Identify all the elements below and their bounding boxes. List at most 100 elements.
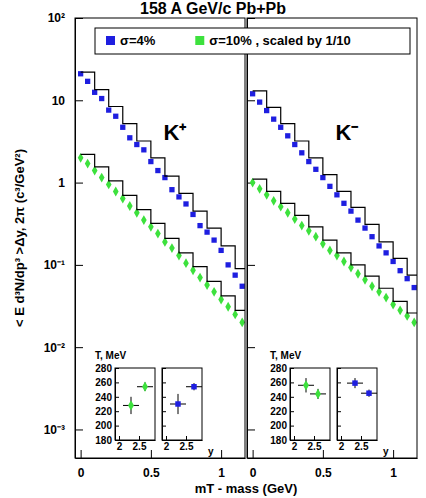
tick-label: 2.5: [308, 441, 322, 452]
legend-box: [95, 28, 410, 54]
tick-mark: [247, 100, 255, 101]
tick-label: 1: [58, 176, 65, 190]
inset-x-title: y: [208, 446, 214, 457]
tick: [337, 397, 341, 398]
data-point: [355, 269, 361, 279]
data-point: [232, 309, 238, 319]
tick: 2: [164, 436, 170, 452]
data-point: [292, 142, 297, 147]
inset-y-title: T, MeV: [95, 350, 126, 361]
data-point: [155, 229, 161, 239]
tick: 10⁻¹: [44, 258, 83, 272]
inset-y-title: T, MeV: [270, 350, 301, 361]
data-point: [327, 245, 333, 255]
chart-container: 158 A GeV/c Pb+Pb10⁻³10⁻²10⁻¹11010²00.51…: [0, 0, 426, 498]
tick-mark: [115, 382, 119, 383]
data-point: [397, 305, 403, 315]
x-axis-title: mT - mass (GeV): [195, 481, 298, 496]
tick: 2.5: [133, 436, 147, 452]
plot-frame: [75, 18, 245, 458]
tick-mark: [115, 426, 119, 427]
data-point: [176, 194, 181, 199]
tick-mark: [115, 397, 119, 398]
tick-mark: [139, 436, 140, 440]
inset-point: [128, 400, 134, 410]
plot-area: [250, 91, 417, 327]
inset-background: [162, 368, 202, 440]
panel-label: K⁻: [336, 120, 360, 145]
inset-point: [315, 389, 321, 399]
data-point: [320, 175, 325, 180]
data-point: [299, 150, 304, 155]
tick-label: 0: [250, 466, 257, 480]
tick-label: 260: [95, 377, 112, 388]
inset-frame: [290, 368, 330, 440]
inset-point: [366, 390, 371, 395]
axis: 22.5: [116, 436, 156, 452]
inset: 18020022024026028022.5: [270, 363, 330, 452]
tick-mark: [166, 436, 167, 440]
tick-label: 0.5: [143, 466, 160, 480]
tick: 2: [117, 436, 123, 452]
tick-label: 260: [270, 377, 287, 388]
data-point: [85, 79, 90, 84]
data-point: [106, 107, 111, 112]
tick-mark: [337, 411, 341, 412]
data-point: [99, 173, 105, 183]
data-point: [148, 159, 153, 164]
data-point: [113, 187, 119, 197]
data-point: [190, 212, 195, 217]
data-point: [383, 293, 389, 303]
tick: 1: [218, 450, 225, 480]
data-point: [285, 133, 290, 138]
tick-label: 0.5: [315, 466, 332, 480]
data-point: [127, 201, 133, 211]
data-point: [390, 259, 395, 264]
inset-x-title: y: [383, 446, 389, 457]
inset-plot-area: [298, 378, 326, 399]
tick-label: 0: [78, 466, 85, 480]
tick: [247, 347, 255, 348]
axis: 22.5: [338, 436, 378, 452]
tick-label: 1: [218, 466, 225, 480]
tick-mark: [341, 436, 342, 440]
title: 158 A GeV/c Pb+Pb: [140, 0, 286, 17]
tick: [337, 382, 341, 383]
data-point: [197, 273, 203, 283]
tick: [247, 100, 255, 101]
tick-mark: [290, 382, 294, 383]
data-point: [197, 223, 202, 228]
model-line: [253, 179, 417, 313]
tick: [247, 429, 255, 430]
tick-label: 2.5: [133, 441, 147, 452]
legend-label: σ=4%: [120, 33, 156, 48]
tick: [162, 397, 166, 398]
tick-label: 2.5: [180, 441, 194, 452]
legend-label: σ=10% , scaled by 1/10: [209, 33, 351, 48]
tick-label: 1: [390, 466, 397, 480]
tick-mark: [162, 411, 166, 412]
background: [0, 0, 426, 498]
data-point: [397, 268, 402, 273]
axis: [247, 19, 255, 459]
tick-label: 180: [270, 435, 287, 446]
data-point: [113, 114, 118, 119]
axis: 00.51: [248, 450, 418, 480]
y-axis-title: < E d³N/dp³ >Δy, 2π (c³/GeV²): [12, 149, 27, 327]
tick-mark: [151, 450, 152, 458]
axis: 10⁻³10⁻²10⁻¹11010²: [44, 11, 83, 458]
data-point: [127, 135, 132, 140]
tick-mark: [247, 429, 255, 430]
inset-background: [290, 368, 330, 440]
data-point: [306, 159, 311, 164]
data-point: [264, 108, 269, 113]
data-point: [299, 221, 305, 231]
tick-label: 200: [95, 420, 112, 431]
data-point: [355, 217, 360, 222]
tick: 2: [339, 436, 345, 452]
data-point: [285, 208, 291, 218]
axis: [337, 369, 341, 441]
data-point: [383, 250, 388, 255]
inset: 18020022024026028022.5: [95, 363, 155, 452]
tick-label: 10: [52, 94, 66, 108]
